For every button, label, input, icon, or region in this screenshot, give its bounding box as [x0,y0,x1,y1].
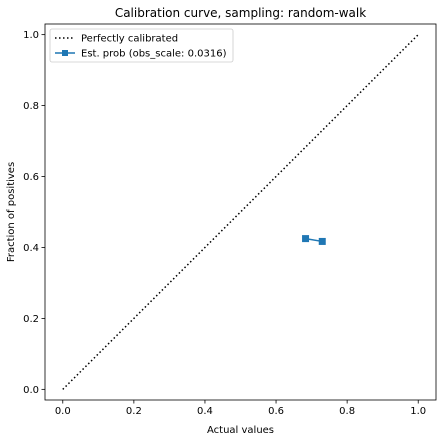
legend-est-marker [62,50,68,56]
x-tick-label: 0.4 [197,406,213,417]
legend: Perfectly calibrated Est. prob (obs_scal… [50,29,233,62]
y-axis-label: Fraction of positives [6,162,17,262]
y-tick-label: 0.6 [23,172,39,183]
legend-label-est: Est. prob (obs_scale: 0.0316) [81,49,227,60]
x-axis-label: Actual values [207,425,274,436]
x-tick-label: 0.2 [126,406,142,417]
y-tick-label: 0.2 [23,314,39,325]
chart-title: Calibration curve, sampling: random-walk [115,6,366,20]
plot-area [45,24,436,400]
estimate-point [319,238,326,245]
x-tick-label: 0.6 [268,406,284,417]
y-tick-label: 0.4 [23,243,39,254]
estimate-point [302,235,309,242]
x-tick-label: 0.0 [55,406,71,417]
x-tick-label: 1.0 [410,406,426,417]
y-tick-label: 0.8 [23,101,39,112]
y-tick-label: 0.0 [23,385,39,396]
legend-label-perfect: Perfectly calibrated [81,34,178,45]
y-tick-label: 1.0 [23,30,39,41]
x-tick-label: 0.8 [339,406,355,417]
